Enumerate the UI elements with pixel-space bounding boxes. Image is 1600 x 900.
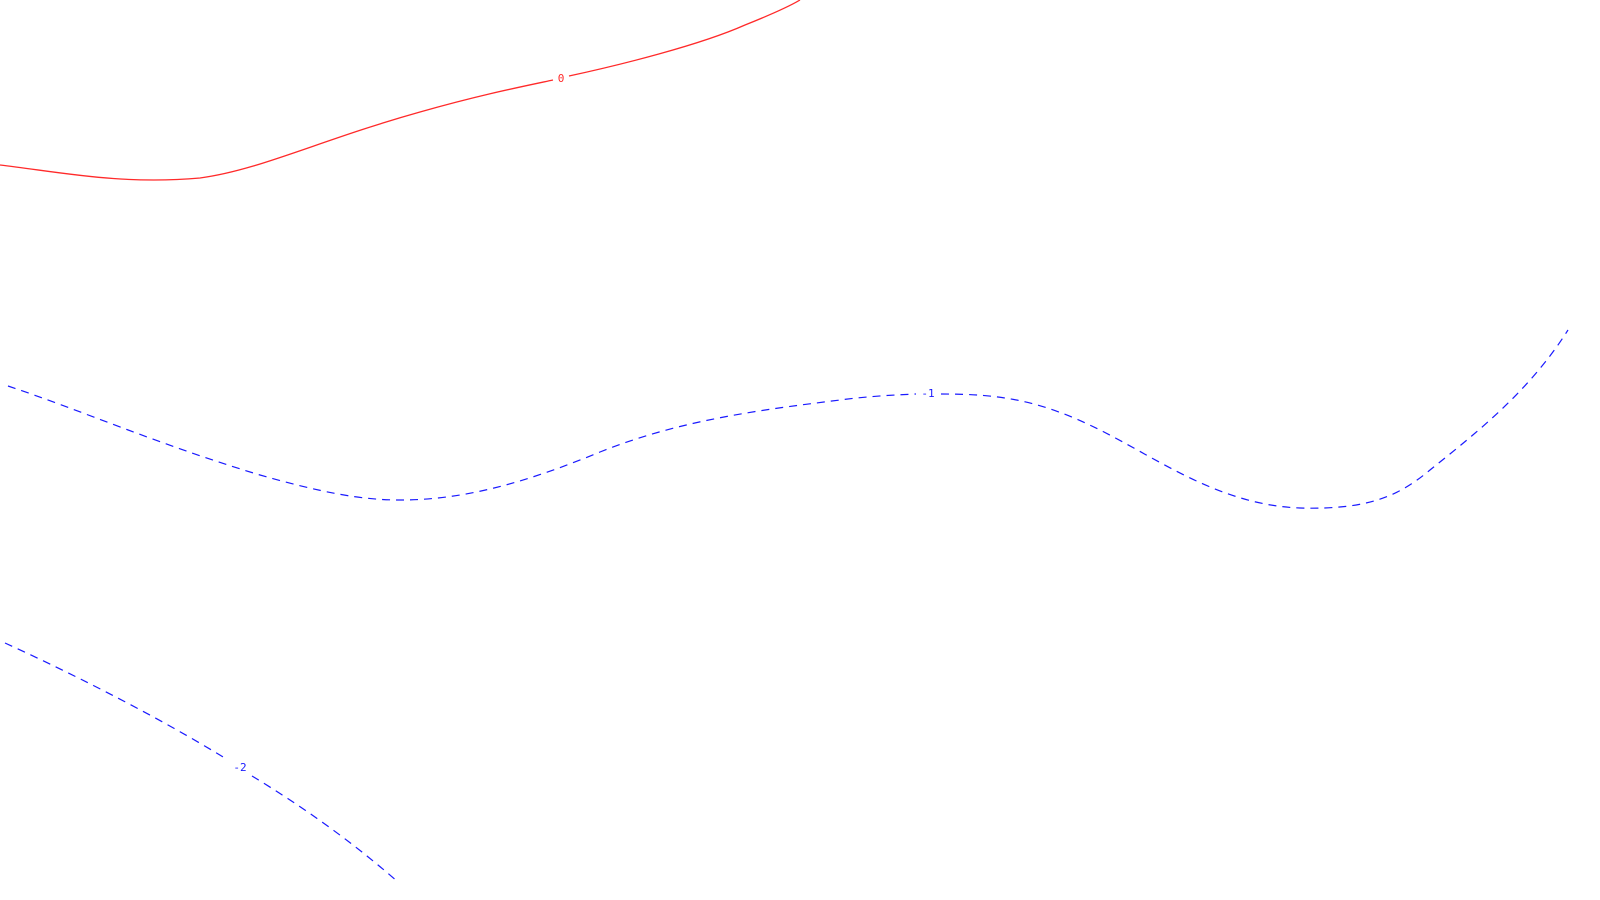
contour-minus-1-label: -1	[921, 387, 934, 400]
contour-0-label: 0	[558, 72, 565, 85]
contour-0: 0	[0, 0, 801, 181]
contour-minus-1-line	[7, 329, 1569, 509]
contour-minus-1: -1	[7, 329, 1569, 509]
contour-0-line	[0, 0, 801, 181]
contour-minus-2-label: -2	[233, 761, 246, 774]
contour-minus-2: -2	[4, 642, 399, 883]
contour-minus-2-line	[4, 642, 399, 883]
